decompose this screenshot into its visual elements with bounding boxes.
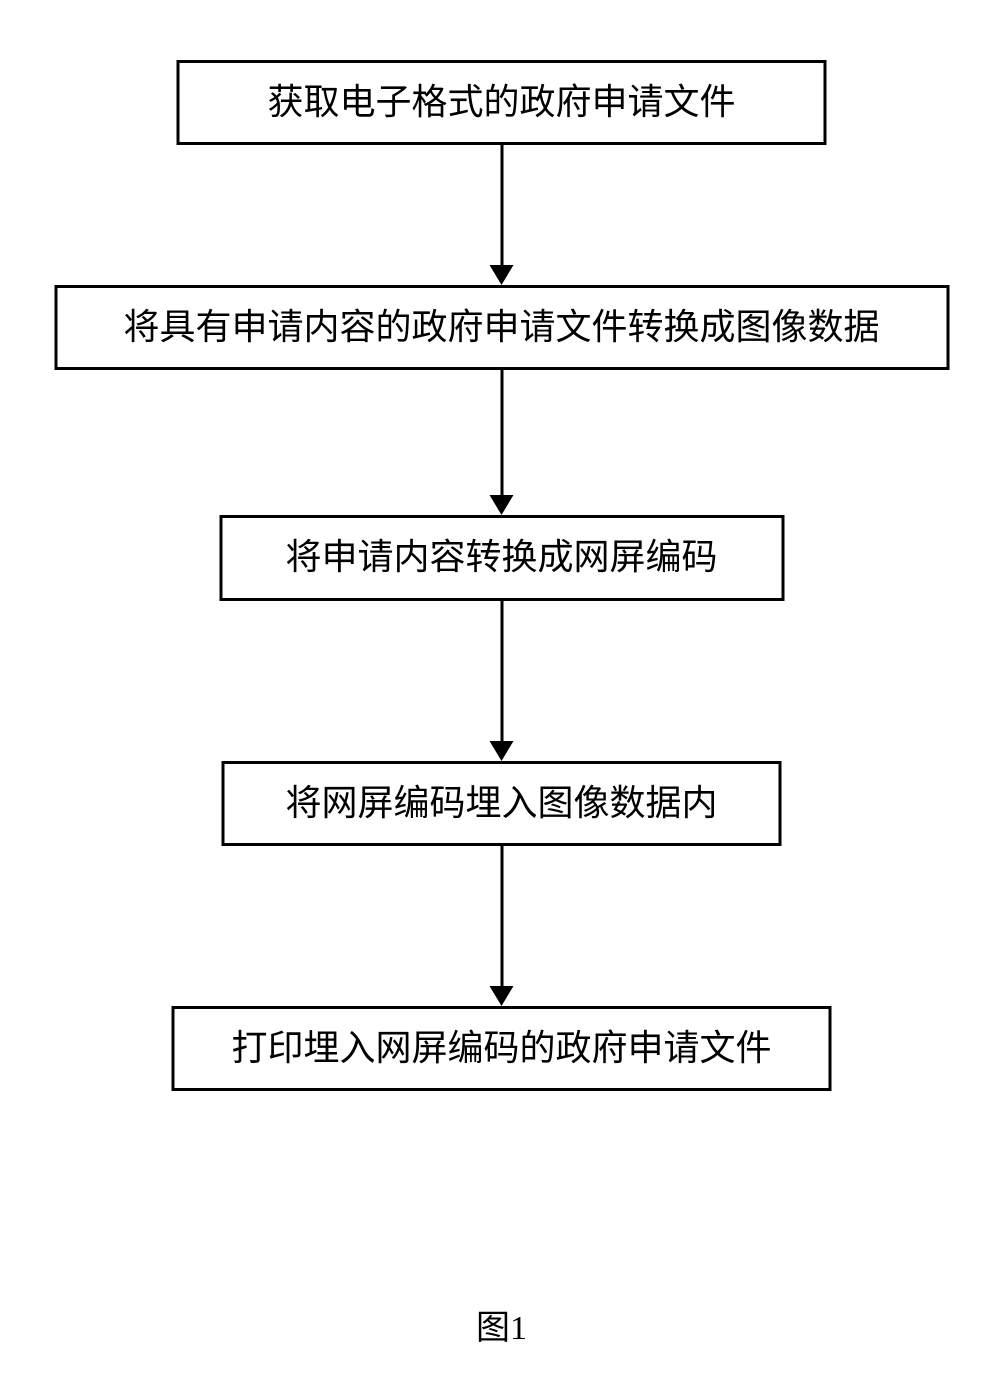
- arrow-line: [500, 846, 503, 986]
- flow-box-4-text: 将网屏编码埋入图像数据内: [285, 783, 717, 823]
- figure-caption: 图1: [476, 1300, 527, 1349]
- flow-box-2-text: 将具有申请内容的政府申请文件转换成图像数据: [123, 307, 879, 347]
- arrow-head-icon: [490, 265, 514, 285]
- arrow-head-icon: [490, 986, 514, 1006]
- flow-arrow-3: [490, 601, 514, 761]
- flow-arrow-2: [490, 370, 514, 515]
- arrow-head-icon: [490, 741, 514, 761]
- arrow-line: [500, 145, 503, 265]
- flow-box-5-text: 打印埋入网屏编码的政府申请文件: [231, 1028, 771, 1068]
- flow-box-2: 将具有申请内容的政府申请文件转换成图像数据: [54, 285, 949, 370]
- arrow-line: [500, 370, 503, 495]
- flow-arrow-1: [490, 145, 514, 285]
- flow-box-1-text: 获取电子格式的政府申请文件: [267, 82, 735, 122]
- flow-arrow-4: [490, 846, 514, 1006]
- flow-box-3-text: 将申请内容转换成网屏编码: [285, 537, 717, 577]
- flow-box-5: 打印埋入网屏编码的政府申请文件: [172, 1006, 832, 1091]
- flow-box-3: 将申请内容转换成网屏编码: [219, 515, 784, 600]
- arrow-line: [500, 601, 503, 741]
- flow-box-1: 获取电子格式的政府申请文件: [177, 60, 827, 145]
- flowchart-container: 获取电子格式的政府申请文件 将具有申请内容的政府申请文件转换成图像数据 将申请内…: [54, 60, 949, 1091]
- arrow-head-icon: [490, 495, 514, 515]
- flow-box-4: 将网屏编码埋入图像数据内: [222, 761, 782, 846]
